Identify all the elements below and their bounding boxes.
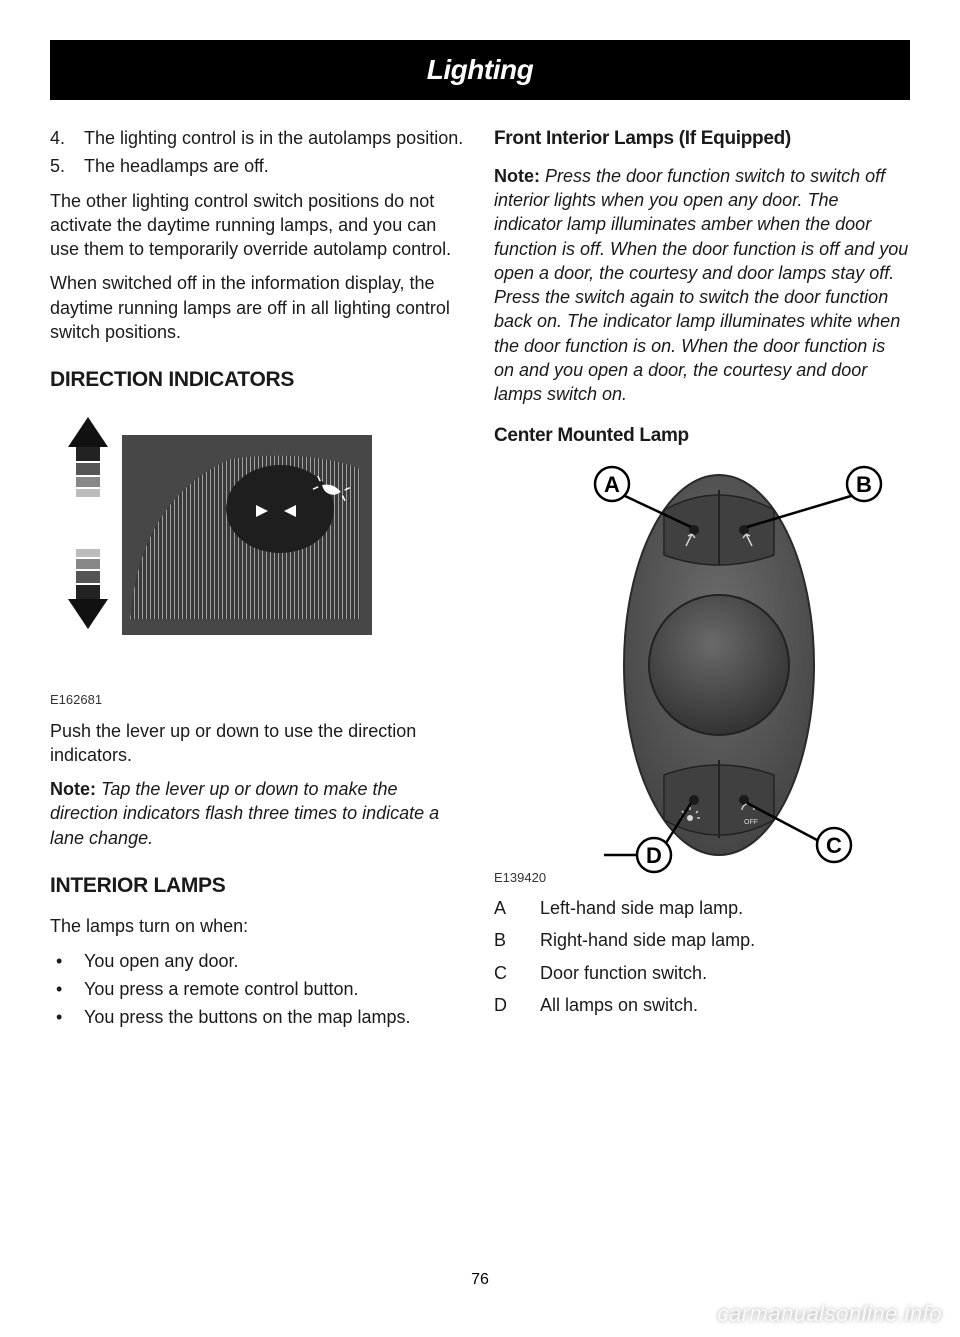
header-bar: Lighting: [50, 40, 910, 100]
bullet-icon: •: [50, 949, 84, 973]
callout-legend-item: A Left-hand side map lamp.: [494, 896, 910, 920]
svg-text:OFF: OFF: [744, 819, 758, 826]
note-label: Note:: [50, 779, 96, 799]
direction-indicator-illustration: [50, 409, 380, 679]
list-text: The lighting control is in the autolamps…: [84, 126, 466, 150]
subsection-heading: Center Mounted Lamp: [494, 423, 910, 449]
bullet-list-item: • You open any door.: [50, 949, 466, 973]
bullet-list-item: • You press the buttons on the map lamps…: [50, 1005, 466, 1029]
section-heading: DIRECTION INDICATORS: [50, 366, 466, 394]
right-column: Front Interior Lamps (If Equipped) Note:…: [494, 126, 910, 1034]
section-heading: INTERIOR LAMPS: [50, 872, 466, 900]
bullet-icon: •: [50, 977, 84, 1001]
list-number: 5.: [50, 154, 84, 178]
callout-letter: D: [494, 993, 540, 1017]
figure-direction-indicators: E162681: [50, 409, 466, 709]
callout-letter: A: [494, 896, 540, 920]
callout-legend-item: D All lamps on switch.: [494, 993, 910, 1017]
note-paragraph: Note: Tap the lever up or down to make t…: [50, 777, 466, 850]
callout-letter: B: [494, 928, 540, 952]
bullet-list-item: • You press a remote control button.: [50, 977, 466, 1001]
list-number: 4.: [50, 126, 84, 150]
page-number: 76: [0, 1271, 960, 1289]
watermark: carmanualsonline.info: [717, 1301, 942, 1327]
left-column: 4. The lighting control is in the autola…: [50, 126, 466, 1034]
callout-description: Right-hand side map lamp.: [540, 928, 910, 952]
page: Lighting 4. The lighting control is in t…: [0, 0, 960, 1337]
bullet-icon: •: [50, 1005, 84, 1029]
page-header-title: Lighting: [50, 54, 910, 86]
callout-d-label: D: [646, 843, 662, 868]
callout-description: All lamps on switch.: [540, 993, 910, 1017]
section-heading: Front Interior Lamps (If Equipped): [494, 126, 910, 152]
callout-legend-item: B Right-hand side map lamp.: [494, 928, 910, 952]
callout-c-label: C: [826, 833, 842, 858]
paragraph: When switched off in the information dis…: [50, 271, 466, 344]
note-paragraph: Note: Press the door function switch to …: [494, 164, 910, 407]
ordered-list-item: 5. The headlamps are off.: [50, 154, 466, 178]
bullet-text: You press the buttons on the map lamps.: [84, 1005, 466, 1029]
bullet-text: You press a remote control button.: [84, 977, 466, 1001]
paragraph: The lamps turn on when:: [50, 914, 466, 938]
callout-b-label: B: [856, 472, 872, 497]
note-text: Press the door function switch to switch…: [494, 166, 908, 405]
note-text: Tap the lever up or down to make the dir…: [50, 779, 439, 848]
note-label: Note:: [494, 166, 540, 186]
figure-caption: E162681: [50, 691, 466, 709]
list-text: The headlamps are off.: [84, 154, 466, 178]
callout-a-label: A: [604, 472, 620, 497]
ordered-list-item: 4. The lighting control is in the autola…: [50, 126, 466, 150]
callout-legend-item: C Door function switch.: [494, 961, 910, 985]
callout-description: Door function switch.: [540, 961, 910, 985]
figure-center-lamp: OFF A B C D: [494, 460, 910, 886]
center-lamp-illustration: OFF A B C D: [494, 460, 894, 880]
callout-description: Left-hand side map lamp.: [540, 896, 910, 920]
content-columns: 4. The lighting control is in the autola…: [50, 126, 910, 1034]
paragraph: Push the lever up or down to use the dir…: [50, 719, 466, 768]
callout-letter: C: [494, 961, 540, 985]
paragraph: The other lighting control switch positi…: [50, 189, 466, 262]
bullet-text: You open any door.: [84, 949, 466, 973]
